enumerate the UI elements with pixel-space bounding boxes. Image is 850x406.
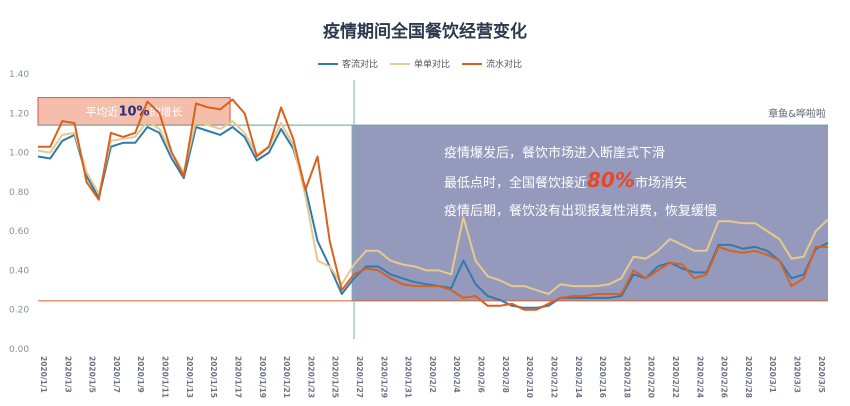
pink-suffix: 的增长 (150, 104, 183, 118)
x-tick-label: 2020/2/12 (549, 356, 558, 398)
x-tick-label: 2020/3/1 (768, 356, 777, 393)
x-tick-label: 2020/2/28 (744, 356, 753, 398)
x-tick-label: 2020/2/6 (477, 356, 486, 393)
x-tick-label: 2020/1/1 (39, 356, 48, 393)
x-tick-label: 2020/1/17 (233, 356, 242, 398)
x-tick-label: 2020/2/26 (720, 356, 729, 398)
x-tick-label: 2020/1/3 (63, 356, 72, 393)
legend-label: 客流对比 (342, 58, 378, 70)
blue-annotation-line2: 最低点时，全国餐饮接近80%市场消失 (444, 168, 687, 192)
x-tick-label: 2020/2/18 (622, 356, 631, 398)
x-tick-label: 2020/2/24 (695, 356, 704, 398)
x-tick-label: 2020/2/10 (525, 356, 534, 398)
legend-label: 单单对比 (414, 58, 450, 70)
y-axis: 0.00 0.20 0.40 0.60 0.80 1.00 1.20 1.40 (9, 70, 29, 355)
x-tick-label: 2020/1/23 (306, 356, 315, 398)
x-tick-label: 2020/1/15 (209, 356, 218, 398)
pink-annotation-text: 平均近10%的增长 (85, 104, 182, 119)
pink-prefix: 平均近 (85, 105, 118, 118)
x-axis: 2020/1/1 2020/1/3 2020/1/5 2020/1/7 2020/1/9… (39, 356, 826, 398)
chart-title: 疫情期间全国餐饮经营变化 (323, 21, 527, 42)
x-tick-label: 2020/2/22 (671, 356, 680, 398)
x-tick-label: 2020/1/29 (379, 356, 388, 398)
x-tick-label: 2020/2/16 (598, 356, 607, 398)
x-tick-label: 2020/2/2 (428, 356, 437, 393)
x-tick-label: 2020/1/19 (258, 356, 267, 398)
x-tick-label: 2020/1/21 (282, 356, 291, 398)
x-tick-label: 2020/1/27 (355, 356, 364, 398)
series-line (38, 98, 828, 311)
y-tick-label: 1.00 (9, 149, 29, 159)
y-tick-label: 0.00 (9, 345, 29, 355)
y-tick-label: 0.20 (9, 306, 29, 316)
y-tick-label: 0.80 (9, 188, 29, 198)
x-tick-label: 2020/1/11 (161, 356, 170, 398)
series-lines (37, 80, 829, 339)
blue-annotation-line3: 疫情后期，餐饮没有出现报复性消费，恢复缓慢 (444, 203, 717, 219)
x-tick-label: 2020/2/20 (647, 356, 656, 398)
y-tick-label: 0.60 (9, 227, 29, 237)
legend: 客流对比 单单对比 流水对比 (318, 58, 522, 70)
x-tick-label: 2020/1/7 (112, 356, 121, 393)
x-tick-label: 2020/1/9 (136, 356, 145, 393)
y-tick-label: 1.20 (9, 109, 29, 119)
x-tick-label: 2020/2/14 (574, 356, 583, 398)
blue-annotation-line1: 疫情爆发后，餐饮市场进入断崖式下滑 (444, 145, 665, 161)
blue-line2-prefix: 最低点时，全国餐饮接近 (444, 175, 587, 191)
x-tick-label: 2020/1/13 (185, 356, 194, 398)
pink-annotation-box (37, 97, 231, 126)
blue-line2-suffix: 市场消失 (635, 175, 687, 191)
blue-line2-highlight: 80% (587, 168, 635, 192)
x-tick-label: 2020/2/8 (501, 356, 510, 393)
x-tick-label: 2020/2/4 (452, 356, 461, 393)
x-tick-label: 2020/1/31 (404, 356, 413, 398)
x-tick-label: 2020/3/5 (817, 356, 826, 393)
legend-label: 流水对比 (486, 58, 522, 70)
author-label: 章鱼&哗啦啦 (768, 107, 826, 120)
y-tick-label: 0.40 (9, 266, 29, 276)
x-tick-label: 2020/1/25 (331, 356, 340, 398)
x-tick-label: 2020/3/3 (793, 356, 802, 393)
x-tick-label: 2020/1/5 (88, 356, 97, 393)
y-tick-label: 1.40 (9, 70, 29, 80)
blue-annotation-box (351, 125, 828, 301)
